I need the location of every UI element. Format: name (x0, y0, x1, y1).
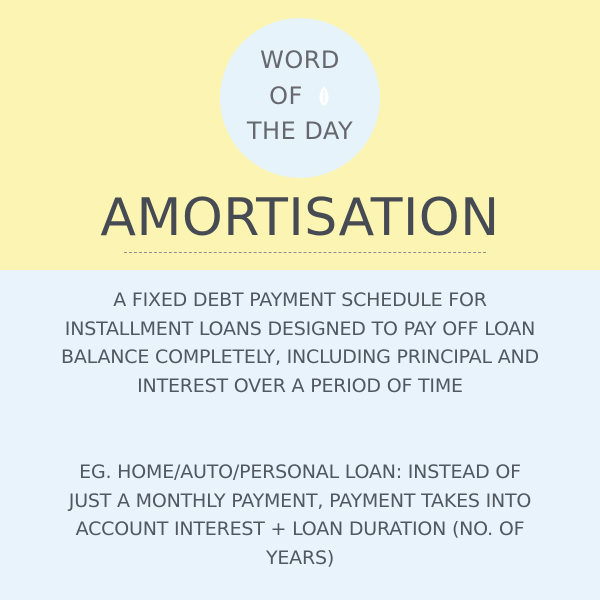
badge-line-of-row: OF (220, 84, 380, 108)
word-of-the-day-badge: WORD OF THE DAY (220, 18, 380, 178)
word-title: AMORTISATION (100, 188, 500, 248)
badge-line-word: WORD (260, 46, 340, 74)
example-text: EG. HOME/AUTO/PERSONAL LOAN: INSTEAD OF … (68, 461, 532, 569)
badge-line-the-day: THE DAY (246, 117, 354, 145)
badge-line-of: OF (269, 82, 303, 110)
seed-icon (317, 85, 331, 107)
definition-text: A FIXED DEBT PAYMENT SCHEDULE FOR INSTAL… (61, 289, 539, 397)
title-divider (124, 252, 486, 253)
bottom-background (0, 270, 600, 600)
